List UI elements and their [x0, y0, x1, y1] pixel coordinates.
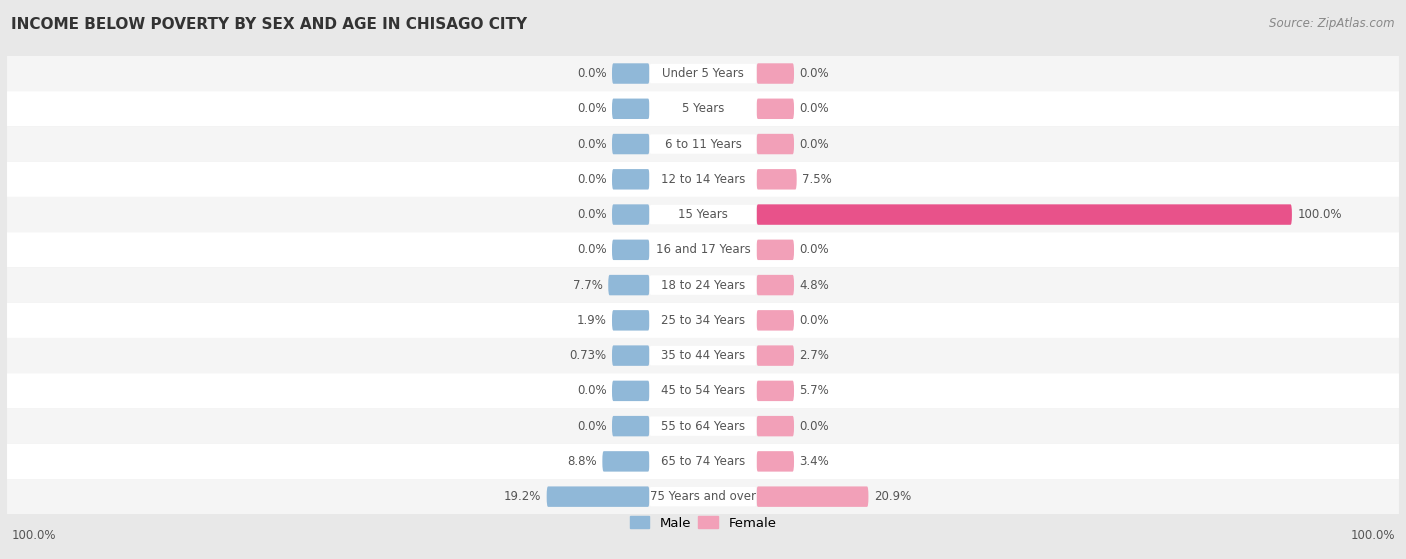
FancyBboxPatch shape [7, 338, 1399, 373]
Text: 0.0%: 0.0% [800, 243, 830, 257]
Text: 75 Years and over: 75 Years and over [650, 490, 756, 503]
FancyBboxPatch shape [650, 276, 756, 295]
FancyBboxPatch shape [650, 381, 756, 401]
Text: 16 and 17 Years: 16 and 17 Years [655, 243, 751, 257]
FancyBboxPatch shape [650, 169, 756, 189]
FancyBboxPatch shape [756, 169, 797, 190]
Text: Under 5 Years: Under 5 Years [662, 67, 744, 80]
FancyBboxPatch shape [7, 126, 1399, 162]
Text: 0.0%: 0.0% [576, 67, 606, 80]
Text: 35 to 44 Years: 35 to 44 Years [661, 349, 745, 362]
Text: 5.7%: 5.7% [800, 385, 830, 397]
Text: 55 to 64 Years: 55 to 64 Years [661, 420, 745, 433]
Text: 0.0%: 0.0% [576, 243, 606, 257]
Text: 8.8%: 8.8% [568, 455, 598, 468]
FancyBboxPatch shape [609, 275, 650, 295]
Text: Source: ZipAtlas.com: Source: ZipAtlas.com [1270, 17, 1395, 30]
FancyBboxPatch shape [7, 267, 1399, 303]
FancyBboxPatch shape [602, 451, 650, 472]
FancyBboxPatch shape [612, 381, 650, 401]
FancyBboxPatch shape [7, 197, 1399, 232]
FancyBboxPatch shape [650, 311, 756, 330]
Text: 0.0%: 0.0% [800, 67, 830, 80]
FancyBboxPatch shape [612, 345, 650, 366]
FancyBboxPatch shape [650, 134, 756, 154]
FancyBboxPatch shape [650, 99, 756, 119]
Text: 0.0%: 0.0% [800, 102, 830, 115]
Text: 12 to 14 Years: 12 to 14 Years [661, 173, 745, 186]
FancyBboxPatch shape [7, 409, 1399, 444]
FancyBboxPatch shape [756, 275, 794, 295]
Text: 45 to 54 Years: 45 to 54 Years [661, 385, 745, 397]
FancyBboxPatch shape [650, 64, 756, 83]
Text: 25 to 34 Years: 25 to 34 Years [661, 314, 745, 327]
Text: 100.0%: 100.0% [11, 529, 56, 542]
FancyBboxPatch shape [7, 444, 1399, 479]
Text: 0.73%: 0.73% [569, 349, 606, 362]
Text: 18 to 24 Years: 18 to 24 Years [661, 278, 745, 292]
FancyBboxPatch shape [756, 134, 794, 154]
FancyBboxPatch shape [756, 63, 794, 84]
Text: 5 Years: 5 Years [682, 102, 724, 115]
Text: 0.0%: 0.0% [576, 102, 606, 115]
Text: 100.0%: 100.0% [1298, 208, 1341, 221]
FancyBboxPatch shape [756, 98, 794, 119]
FancyBboxPatch shape [612, 63, 650, 84]
FancyBboxPatch shape [756, 240, 794, 260]
FancyBboxPatch shape [612, 205, 650, 225]
FancyBboxPatch shape [612, 240, 650, 260]
FancyBboxPatch shape [650, 240, 756, 259]
FancyBboxPatch shape [612, 169, 650, 190]
Text: INCOME BELOW POVERTY BY SEX AND AGE IN CHISAGO CITY: INCOME BELOW POVERTY BY SEX AND AGE IN C… [11, 17, 527, 32]
FancyBboxPatch shape [756, 451, 794, 472]
Text: 4.8%: 4.8% [800, 278, 830, 292]
Text: 2.7%: 2.7% [800, 349, 830, 362]
Text: 0.0%: 0.0% [576, 385, 606, 397]
Text: 7.7%: 7.7% [574, 278, 603, 292]
FancyBboxPatch shape [756, 486, 869, 507]
FancyBboxPatch shape [650, 205, 756, 224]
FancyBboxPatch shape [7, 303, 1399, 338]
FancyBboxPatch shape [612, 134, 650, 154]
Text: 0.0%: 0.0% [800, 138, 830, 150]
FancyBboxPatch shape [650, 487, 756, 506]
FancyBboxPatch shape [547, 486, 650, 507]
Text: 1.9%: 1.9% [576, 314, 606, 327]
Text: 0.0%: 0.0% [576, 208, 606, 221]
FancyBboxPatch shape [756, 310, 794, 330]
FancyBboxPatch shape [7, 162, 1399, 197]
FancyBboxPatch shape [650, 346, 756, 366]
FancyBboxPatch shape [7, 91, 1399, 126]
FancyBboxPatch shape [7, 56, 1399, 91]
FancyBboxPatch shape [7, 479, 1399, 514]
FancyBboxPatch shape [7, 232, 1399, 267]
FancyBboxPatch shape [756, 345, 794, 366]
Text: 100.0%: 100.0% [1350, 529, 1395, 542]
Text: 7.5%: 7.5% [801, 173, 832, 186]
Text: 3.4%: 3.4% [800, 455, 830, 468]
Text: 0.0%: 0.0% [576, 173, 606, 186]
Text: 0.0%: 0.0% [576, 138, 606, 150]
Text: 15 Years: 15 Years [678, 208, 728, 221]
Text: 0.0%: 0.0% [576, 420, 606, 433]
FancyBboxPatch shape [650, 416, 756, 436]
Text: 65 to 74 Years: 65 to 74 Years [661, 455, 745, 468]
Legend: Male, Female: Male, Female [624, 511, 782, 535]
FancyBboxPatch shape [7, 373, 1399, 409]
Text: 20.9%: 20.9% [873, 490, 911, 503]
FancyBboxPatch shape [612, 416, 650, 437]
FancyBboxPatch shape [612, 310, 650, 330]
FancyBboxPatch shape [612, 98, 650, 119]
FancyBboxPatch shape [756, 416, 794, 437]
Text: 19.2%: 19.2% [503, 490, 541, 503]
Text: 0.0%: 0.0% [800, 420, 830, 433]
Text: 0.0%: 0.0% [800, 314, 830, 327]
FancyBboxPatch shape [756, 205, 1292, 225]
Text: 6 to 11 Years: 6 to 11 Years [665, 138, 741, 150]
FancyBboxPatch shape [650, 452, 756, 471]
FancyBboxPatch shape [756, 381, 794, 401]
